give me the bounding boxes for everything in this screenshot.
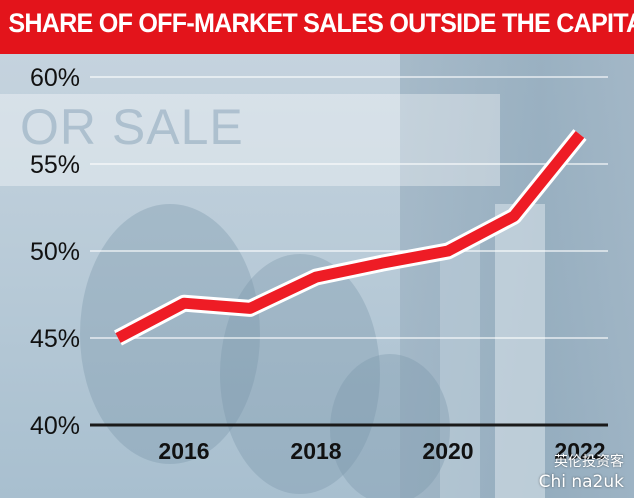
x-tick-label: 2022 <box>554 438 605 464</box>
watermark-line2: Chi na2uk <box>538 472 624 492</box>
chart-title: SHARE OF OFF-MARKET SALES OUTSIDE THE CA… <box>8 8 634 38</box>
x-tick-labels: 2016 2018 2020 2022 <box>158 438 605 464</box>
y-tick-label: 40% <box>30 412 80 440</box>
watermark-line1: 英伦投资客 <box>554 454 624 470</box>
series-layer <box>114 129 587 346</box>
y-tick-label: 50% <box>30 238 80 266</box>
y-tick-label: 45% <box>30 325 80 353</box>
y-tick-label: 55% <box>30 151 80 179</box>
watermark: 英伦投资客 Chi na2uk <box>539 452 624 492</box>
x-tick-label: 2020 <box>422 438 473 464</box>
x-tick-label: 2018 <box>290 438 341 464</box>
background-pillar <box>495 204 545 498</box>
y-tick-labels: 40% 45% 50% 55% 60% <box>30 64 80 440</box>
y-tick-label: 60% <box>30 64 80 92</box>
chart-title-bar: SHARE OF OFF-MARKET SALES OUTSIDE THE CA… <box>0 0 634 54</box>
x-tick-label: 2016 <box>158 438 209 464</box>
background-sign-text: OR SALE <box>20 99 244 155</box>
background-bush <box>80 204 260 464</box>
background-sale-sign <box>0 94 500 186</box>
grid-layer <box>90 76 608 427</box>
series-line <box>115 130 585 343</box>
background-pillar <box>440 244 480 498</box>
